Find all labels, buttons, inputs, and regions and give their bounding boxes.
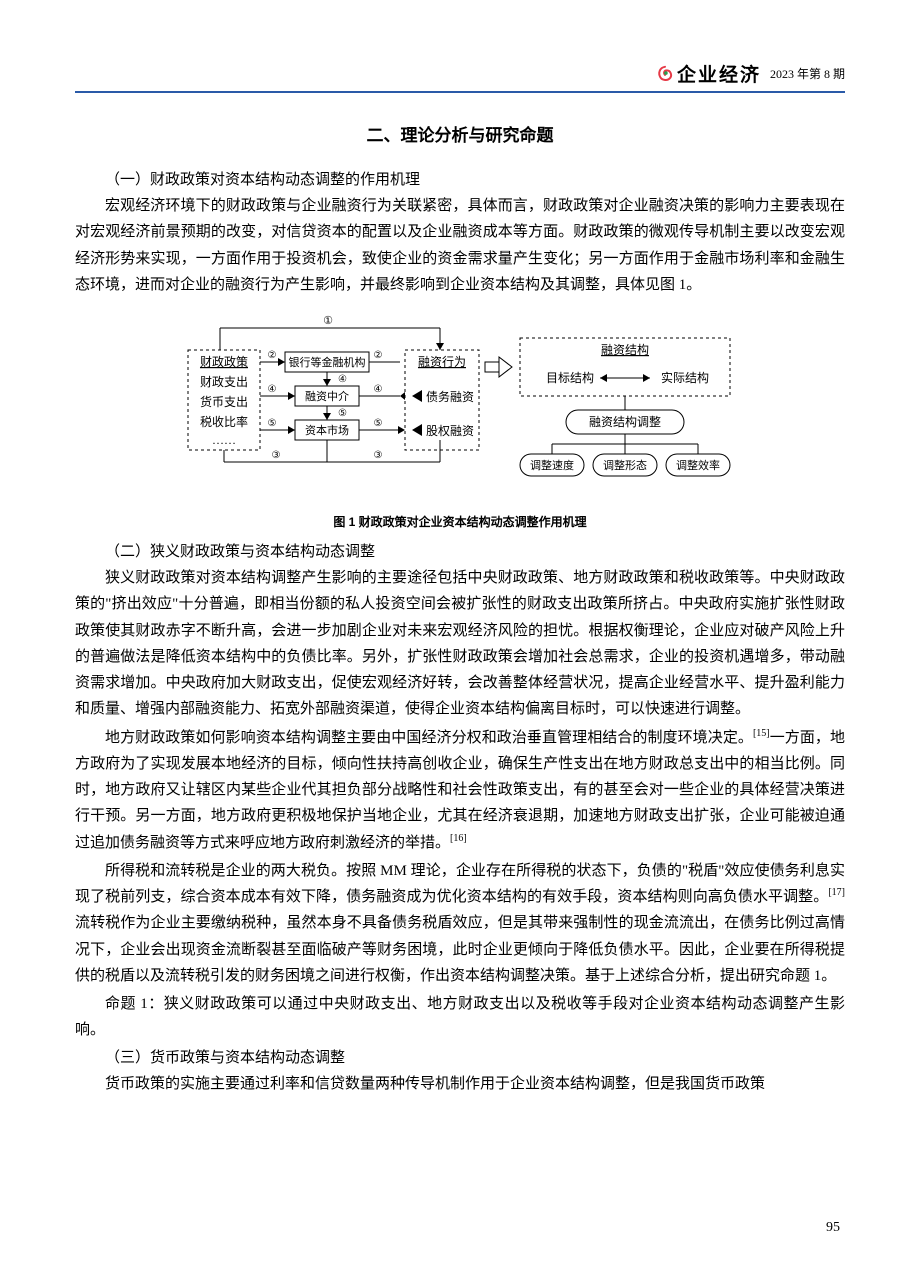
svg-text:调整速度: 调整速度	[530, 458, 574, 472]
svg-text:债务融资: 债务融资	[426, 389, 474, 404]
svg-text:④: ④	[268, 384, 277, 395]
svg-text:⑤: ⑤	[268, 418, 277, 429]
figure-1: ① 财政政策 财政支出 货币支出 税收比率 …… ② 银行等金融机构 ② ④ ④…	[180, 310, 740, 505]
issue-info: 2023 年第 8 期	[770, 65, 845, 82]
text-run: 流转税作为企业主要缴纳税种，虽然本身不具备债务税盾效应，但是其带来强制性的现金流…	[75, 915, 845, 984]
page-header: 企业经济 2023 年第 8 期	[75, 60, 845, 93]
journal-logo-block: 企业经济 2023 年第 8 期	[656, 60, 845, 87]
svg-text:③: ③	[272, 450, 281, 461]
svg-text:⑤: ⑤	[374, 418, 383, 429]
section-title: 二、理论分析与研究命题	[75, 121, 845, 146]
svg-text:目标结构: 目标结构	[546, 370, 594, 385]
citation: [16]	[450, 833, 467, 844]
text-run: 所得税和流转税是企业的两大税负。按照 MM 理论，企业存在所得税的状态下，负债的…	[75, 863, 845, 905]
svg-text:资本市场: 资本市场	[305, 423, 349, 437]
svg-text:融资行为: 融资行为	[418, 355, 466, 369]
hollow-arrow-icon	[485, 357, 512, 377]
paragraph: 命题 1：狭义财政政策可以通过中央财政支出、地方财政支出以及税收等手段对企业资本…	[75, 991, 845, 1044]
circled-1: ①	[323, 315, 333, 327]
svg-text:银行等金融机构: 银行等金融机构	[289, 355, 366, 369]
paragraph: 狭义财政政策对资本结构调整产生影响的主要途径包括中央财政政策、地方财政政策和税收…	[75, 565, 845, 723]
page-number: 95	[826, 1220, 840, 1236]
paragraph: 地方财政政策如何影响资本结构调整主要由中国经济分权和政治垂直管理相结合的制度环境…	[75, 725, 845, 856]
citation: [15]	[753, 728, 770, 739]
figure-caption: 图 1 财政政策对企业资本结构动态调整作用机理	[75, 513, 845, 530]
text-run: 地方财政政策如何影响资本结构调整主要由中国经济分权和政治垂直管理相结合的制度环境…	[105, 730, 753, 746]
paragraph: 货币政策的实施主要通过利率和信贷数量两种传导机制作用于企业资本结构调整，但是我国…	[75, 1071, 845, 1097]
svg-text:融资中介: 融资中介	[305, 390, 349, 403]
svg-text:融资结构: 融资结构	[601, 342, 649, 357]
svg-text:实际结构: 实际结构	[661, 370, 709, 385]
subsection-heading-3: （三）货币政策与资本结构动态调整	[75, 1046, 845, 1067]
svg-text:调整形态: 调整形态	[603, 458, 647, 472]
swirl-icon	[656, 65, 674, 83]
paragraph: 所得税和流转税是企业的两大税负。按照 MM 理论，企业存在所得税的状态下，负债的…	[75, 858, 845, 989]
left-item: 财政支出	[200, 375, 248, 389]
svg-text:融资结构调整: 融资结构调整	[589, 414, 661, 429]
svg-text:②: ②	[374, 350, 383, 361]
svg-text:④: ④	[338, 374, 347, 385]
svg-text:④: ④	[374, 384, 383, 395]
subsection-heading-1: （一）财政政策对资本结构动态调整的作用机理	[75, 168, 845, 189]
subsection-heading-2: （二）狭义财政政策与资本结构动态调整	[75, 540, 845, 561]
journal-name: 企业经济	[677, 60, 761, 87]
left-item: 货币支出	[200, 394, 248, 409]
left-item: 税收比率	[200, 414, 248, 429]
left-box-title: 财政政策	[200, 355, 248, 369]
svg-text:②: ②	[268, 350, 277, 361]
svg-text:股权融资: 股权融资	[426, 424, 474, 438]
citation: [17]	[828, 887, 845, 898]
paragraph: 宏观经济环境下的财政政策与企业融资行为关联紧密，具体而言，财政政策对企业融资决策…	[75, 193, 845, 298]
left-item: ……	[212, 433, 236, 447]
svg-text:③: ③	[374, 450, 383, 461]
svg-text:调整效率: 调整效率	[676, 458, 720, 472]
svg-text:⑤: ⑤	[338, 408, 347, 419]
